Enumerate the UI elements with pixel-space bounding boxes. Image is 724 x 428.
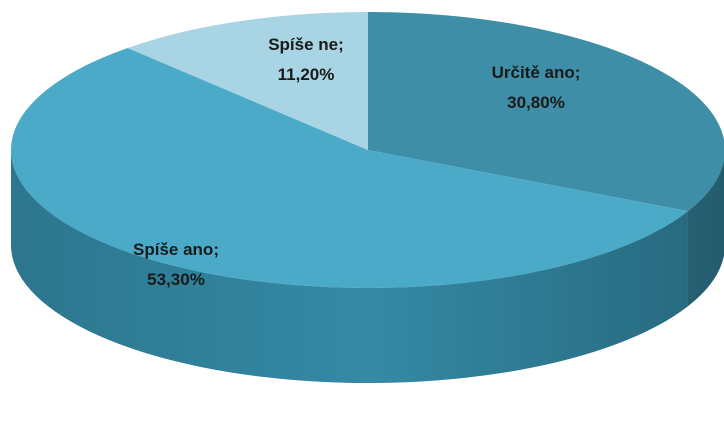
pie-label-value: 53,30% <box>147 270 205 289</box>
pie-label-category: Určitě ano; <box>492 63 581 82</box>
pie-label-category: Spíše ne; <box>268 35 344 54</box>
pie-slice-spise-ne <box>127 12 368 150</box>
pie-label-category: Spíše ano; <box>133 240 219 259</box>
pie-label-urcite-ano: Určitě ano; 30,80% <box>492 63 581 112</box>
pie-label-spise-ano: Spíše ano; 53,30% <box>133 240 219 289</box>
pie-labels: Určitě ano; 30,80% Spíše ano; 53,30% Spíše n… <box>133 35 580 289</box>
pie-slice-urcite-ano <box>368 12 724 212</box>
pie-side-walls <box>11 150 724 383</box>
pie-label-spise-ne: Spíše ne; 11,20% <box>268 35 344 84</box>
pie-label-value: 11,20% <box>278 65 335 84</box>
pie-side-shading <box>11 150 724 383</box>
pie-top-faces <box>10 12 724 288</box>
pie-label-value: 30,80% <box>507 93 565 112</box>
pie-slice-spise-ano <box>10 47 688 288</box>
